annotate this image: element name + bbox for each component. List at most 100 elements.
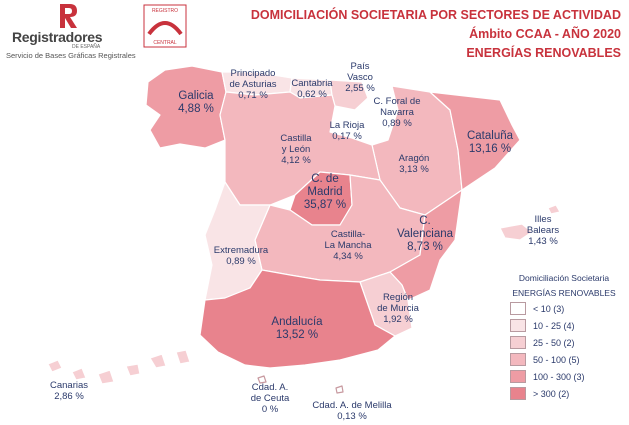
label-andalucia: Andalucía 13,52 %	[271, 316, 322, 342]
label-navarra: C. Foral de Navarra 0,89 %	[374, 96, 421, 129]
legend-item: 10 - 25 (4)	[510, 319, 628, 332]
label-canarias: Canarias 2,86 %	[50, 380, 88, 402]
extremadura-value: 0,89 %	[226, 256, 256, 267]
registro-central-logo: REGISTRO CENTRAL	[143, 4, 187, 48]
legend-subtitle: ENERGÍAS RENOVABLES	[512, 288, 616, 298]
legend-label: 10 - 25 (4)	[533, 320, 575, 331]
label-cataluna: Cataluña 13,16 %	[467, 130, 513, 156]
cantabria-name: Cantabria	[291, 78, 333, 89]
ceuta-value: 0 %	[261, 404, 279, 415]
page-title: DOMICILIACIÓN SOCIETARIA POR SECTORES DE…	[250, 8, 621, 22]
valenciana-name-1: C.	[419, 215, 431, 227]
region-melilla[interactable]	[335, 385, 344, 394]
central-bottom-text: CENTRAL	[153, 40, 177, 46]
clm-value: 4,34 %	[333, 251, 363, 262]
valenciana-value: 8,73 %	[407, 241, 443, 253]
madrid-name-1: C. de	[311, 173, 339, 185]
cyl-value: 4,12 %	[281, 155, 311, 166]
cataluna-value: 13,16 %	[468, 143, 512, 155]
asturias-name-2: de Asturias	[229, 79, 277, 90]
andalucia-value: 13,52 %	[275, 329, 319, 341]
legend-label: > 300 (2)	[533, 388, 570, 399]
label-extremadura: Extremadura 0,89 %	[214, 245, 268, 267]
label-galicia: Galicia 4,88 %	[178, 90, 214, 116]
label-melilla: Cdad. A. de Melilla 0,13 %	[312, 400, 391, 422]
legend-title: Domiciliación Societaria	[518, 273, 610, 283]
title-block: DOMICILIACIÓN SOCIETARIA POR SECTORES DE…	[251, 6, 621, 63]
galicia-value: 4,88 %	[178, 103, 214, 115]
ceuta-name-1: Cdad. A.	[251, 382, 289, 393]
region-valenciana[interactable]	[389, 189, 463, 301]
pais-vasco-name-2: Vasco	[347, 72, 373, 83]
la-rioja-name: La Rioja	[329, 120, 365, 131]
central-top-text: REGISTRO	[152, 8, 178, 14]
legend-label: 100 - 300 (3)	[533, 371, 585, 382]
illes-name-2: Balears	[526, 225, 560, 236]
murcia-name-1: Región	[382, 292, 414, 303]
illes-name-1: Illes	[534, 214, 552, 225]
asturias-value: 0,71 %	[238, 90, 268, 101]
clm-name-1: Castilla-	[330, 229, 366, 240]
legend-swatch	[510, 387, 526, 400]
label-castilla-la-mancha: Castilla- La Mancha 4,34 %	[324, 229, 371, 262]
legend-swatch	[510, 336, 526, 349]
brand-sub: DE ESPAÑA	[72, 44, 101, 50]
registradores-logo: Registradores DE ESPAÑA Servicio de Base…	[6, 2, 146, 64]
legend-item: 25 - 50 (2)	[510, 336, 628, 349]
melilla-value: 0,13 %	[337, 411, 367, 422]
region-andalucia[interactable]	[199, 269, 396, 369]
clm-name-2: La Mancha	[324, 240, 372, 251]
murcia-value: 1,92 %	[383, 314, 413, 325]
label-ceuta: Cdad. A. de Ceuta 0 %	[251, 382, 290, 415]
murcia-name-2: de Murcia	[377, 303, 419, 314]
legend-label: 50 - 100 (5)	[533, 354, 580, 365]
label-murcia: Región de Murcia 1,92 %	[377, 292, 419, 325]
cantabria-value: 0,62 %	[297, 89, 327, 100]
madrid-name-2: Madrid	[307, 186, 343, 198]
label-cantabria: Cantabria 0,62 %	[291, 78, 332, 100]
valenciana-name-2: Valenciana	[396, 228, 454, 240]
registradores-r-icon	[60, 4, 77, 28]
legend-item: 50 - 100 (5)	[510, 353, 628, 366]
navarra-name-1: C. Foral de	[373, 96, 421, 107]
legend-label: 25 - 50 (2)	[533, 337, 575, 348]
page-subtitle: Ámbito CCAA - AÑO 2020	[469, 27, 621, 41]
cataluna-name: Cataluña	[466, 130, 514, 142]
madrid-value: 35,87 %	[303, 199, 347, 211]
label-la-rioja: La Rioja 0,17 %	[330, 120, 365, 142]
ceuta-name-2: de Ceuta	[250, 393, 290, 404]
legend-item: > 300 (2)	[510, 387, 628, 400]
sector-title: ENERGÍAS RENOVABLES	[466, 46, 621, 60]
asturias-name-1: Principado	[230, 68, 276, 79]
brand-tagline: Servicio de Bases Gráficas Registrales	[6, 51, 136, 60]
label-aragon: Aragón 3,13 %	[399, 153, 430, 175]
region-canarias[interactable]	[47, 349, 191, 385]
cyl-name-2: y León	[281, 144, 311, 155]
legend-label: < 10 (3)	[533, 303, 565, 314]
brand-name: Registradores	[12, 29, 103, 45]
legend-swatch	[510, 319, 526, 332]
galicia-name: Galicia	[178, 90, 214, 102]
region-cataluna[interactable]	[429, 91, 521, 191]
canarias-value: 2,86 %	[54, 391, 84, 402]
legend-swatch	[510, 302, 526, 315]
label-castilla-leon: Castilla y León 4,12 %	[280, 133, 311, 166]
legend-item: 100 - 300 (3)	[510, 370, 628, 383]
label-valenciana: C. Valenciana 8,73 %	[397, 215, 453, 254]
region-galicia[interactable]	[145, 65, 227, 149]
andalucia-name: Andalucía	[271, 316, 323, 328]
legend: Domiciliación Societaria ENERGÍAS RENOVA…	[500, 273, 628, 400]
pais-vasco-value: 2,55 %	[345, 83, 375, 94]
aragon-value: 3,13 %	[399, 164, 429, 175]
label-madrid: C. de Madrid 35,87 %	[304, 173, 346, 212]
illes-value: 1,43 %	[528, 236, 558, 247]
label-illes-balears: Illes Balears 1,43 %	[527, 214, 559, 247]
melilla-name: Cdad. A. de Melilla	[312, 400, 392, 411]
region-illes-balears[interactable]	[499, 204, 561, 241]
canarias-name: Canarias	[49, 380, 89, 391]
aragon-name: Aragón	[398, 153, 430, 164]
label-pais-vasco: País Vasco 2,55 %	[345, 61, 375, 94]
legend-item: < 10 (3)	[510, 302, 628, 315]
extremadura-name: Extremadura	[213, 245, 269, 256]
region-ceuta[interactable]	[257, 375, 267, 384]
